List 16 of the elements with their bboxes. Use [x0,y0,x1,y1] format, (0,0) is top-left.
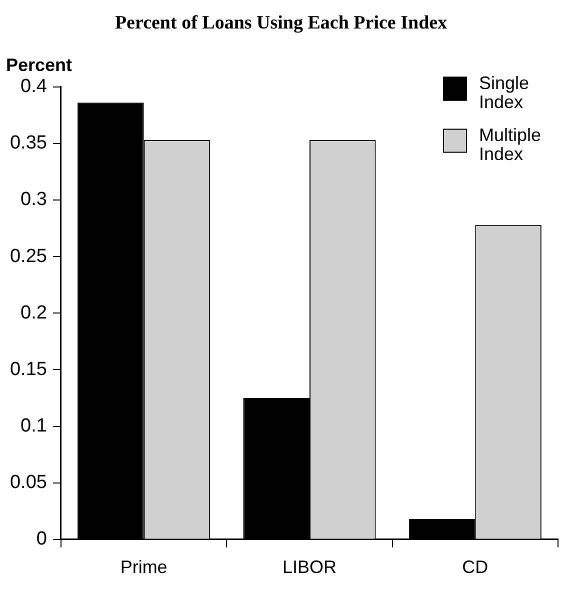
y-tick-label: 0.3 [20,189,47,210]
y-tick-label: 0.35 [10,132,47,154]
legend-label: Single Index [479,72,530,112]
chart-title: Percent of Loans Using Each Price Index [114,12,448,34]
y-tick-label: 0.4 [20,76,48,98]
y-tick-label: 0.1 [20,415,47,436]
legend-label: Multiple Index [479,124,542,164]
y-tick-label: 0 [36,528,47,550]
y-tick-label: 0.2 [20,302,47,324]
x-tick-label: CD [462,557,488,578]
y-tick-label: 0.05 [10,472,47,494]
y-axis-title: Percent [6,54,72,75]
x-tick-label: LIBOR [282,557,337,578]
y-tick-label: 0.25 [10,246,47,267]
x-tick-label: Prime [120,557,168,578]
y-tick-label: 0.15 [10,358,47,380]
